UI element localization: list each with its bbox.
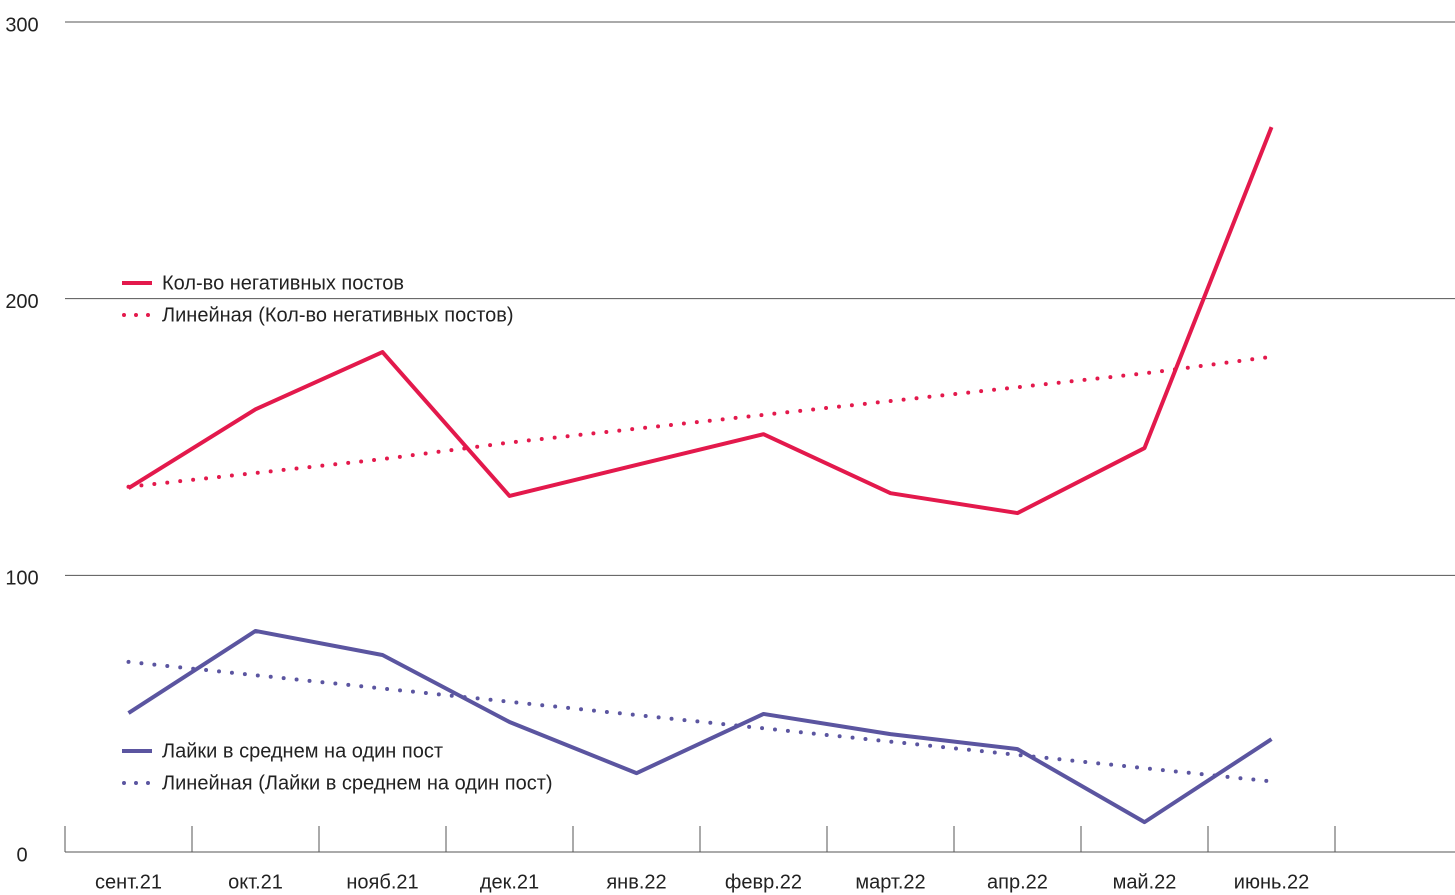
x-tick-label: окт.21 [228,871,283,893]
y-tick-label: 0 [16,844,27,866]
legend-label: Линейная (Лайки в среднем на один пост) [162,772,553,794]
legend-label: Линейная (Кол-во негативных постов) [162,304,514,326]
series-line [126,354,1274,489]
series-line [127,628,1273,825]
y-tick-label: 300 [5,14,38,36]
legend-label: Кол-во негативных постов [162,272,404,294]
x-tick-label: дек.21 [480,871,539,893]
y-tick-label: 200 [5,291,38,313]
legend-label: Лайки в среднем на один пост [162,740,443,762]
x-tick-label: сент.21 [95,871,162,893]
x-tick-label: апр.22 [987,871,1048,893]
x-tick-label: нояб.21 [346,871,418,893]
x-tick-label: июнь.22 [1234,871,1309,893]
series-line [126,659,1274,784]
x-tick-label: март.22 [855,871,925,893]
x-tick-label: май.22 [1113,871,1177,893]
x-tick-label: февр.22 [725,871,802,893]
y-tick-label: 100 [5,568,38,590]
series-line [127,126,1274,516]
x-tick-label: янв.22 [606,871,666,893]
